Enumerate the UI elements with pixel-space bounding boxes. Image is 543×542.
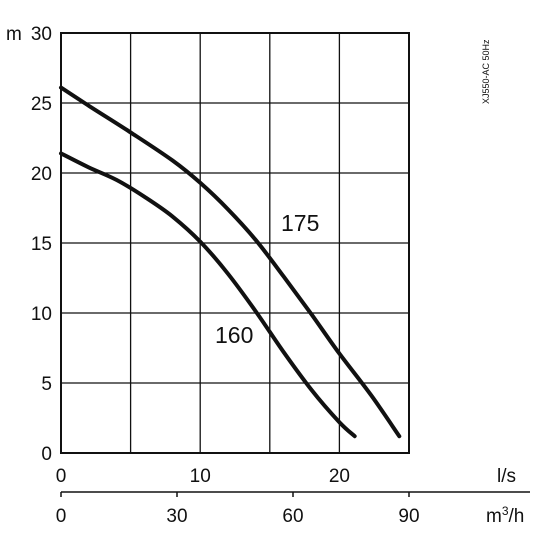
y-axis-unit: m [6, 24, 22, 45]
series-label-175: 175 [281, 210, 319, 236]
x-tick-label-m3h: 0 [56, 506, 67, 527]
y-tick-label: 25 [31, 94, 52, 115]
y-tick-label: 0 [41, 444, 52, 465]
x-tick-label-m3h: 90 [398, 506, 419, 527]
curves [59, 85, 402, 439]
x-tick-label-ls: 0 [56, 466, 67, 487]
x-axis-unit-ls: l/s [497, 466, 516, 487]
x-tick-label-ls: 20 [329, 466, 350, 487]
y-tick-label: 10 [31, 304, 52, 325]
curve-175 [59, 85, 402, 439]
grid [61, 33, 409, 453]
x-axis-unit-m3h: m3/h [486, 504, 524, 527]
y-tick-label: 15 [31, 234, 52, 255]
x-tick-label-m3h: 60 [282, 506, 303, 527]
x-tick-label-m3h: 30 [166, 506, 187, 527]
x-tick-label-ls: 10 [190, 466, 211, 487]
axes: 0 5 10 15 20 25 30 m 0 10 20 l/s 0 30 60 90 m3/h [6, 24, 530, 527]
series-label-160: 160 [215, 322, 253, 348]
plot-frame [60, 32, 410, 454]
labels: 175 160 [215, 210, 319, 348]
y-tick-label: 5 [41, 374, 52, 395]
y-tick-label: 20 [31, 164, 52, 185]
model-note: XJ550-AC 50Hz [481, 39, 491, 104]
curve-160 [59, 151, 357, 439]
y-tick-label: 30 [31, 24, 52, 45]
